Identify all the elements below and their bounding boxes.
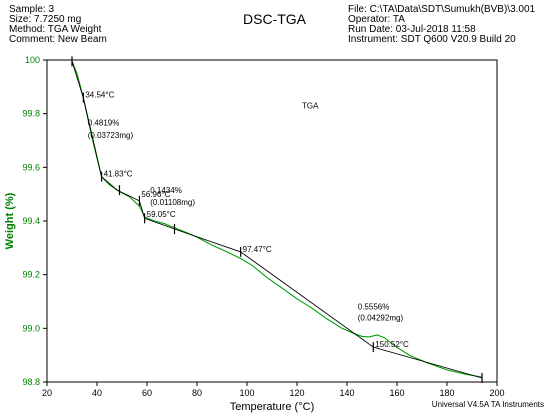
y-tick-label: 99.4	[22, 216, 40, 226]
x-tick-label: 200	[489, 388, 504, 398]
annotation-label: 97.47°C	[243, 245, 272, 254]
annotation-label: (0.03723mg)	[88, 131, 134, 140]
y-tick-label: 100	[25, 55, 40, 65]
annotation-label: (0.04292mg)	[358, 313, 404, 322]
y-tick-label: 98.8	[22, 377, 40, 387]
x-tick-label: 120	[289, 388, 304, 398]
annotation-label: (0.01108mg)	[150, 198, 195, 207]
sample-info: Sample: 3 Size: 7.7250 mg Method: TGA We…	[9, 5, 107, 45]
file-line: File: C:\TA\Data\SDT\Sumukh(BVB)\3.001	[348, 4, 536, 15]
x-tick-label: 80	[192, 388, 202, 398]
annotation-label: 56.96°C	[141, 190, 170, 199]
step-analysis-line	[174, 228, 483, 379]
x-axis-label: Temperature (°C)	[230, 401, 314, 413]
annotation-label: 150.52°C	[375, 340, 409, 349]
tga-curve-line	[71, 61, 483, 378]
x-tick-label: 60	[142, 388, 152, 398]
y-tick-label: 99.2	[22, 270, 40, 280]
annotation-label: 59.05°C	[147, 210, 176, 219]
plot-frame	[46, 59, 498, 383]
y-tick-label: 99.6	[22, 162, 40, 172]
comment-line: Comment: New Beam	[9, 34, 107, 45]
annotation-label: TGA	[302, 101, 319, 110]
chart-title: DSC-TGA	[243, 11, 306, 27]
annotation-label: 41.83°C	[104, 170, 133, 179]
x-tick-label: 160	[389, 388, 404, 398]
x-tick-label: 180	[439, 388, 454, 398]
method-line: Method: TGA Weight	[9, 24, 102, 35]
software-footer: Universal V4.5A TA Instruments	[431, 400, 544, 409]
sample-line: Sample: 3	[9, 4, 55, 15]
x-tick-label: 40	[92, 388, 102, 398]
y-tick-label: 99.0	[22, 323, 40, 333]
instrument-line: Instrument: SDT Q600 V20.9 Build 20	[348, 34, 516, 45]
y-tick-label: 99.8	[22, 109, 40, 119]
x-tick-label: 20	[42, 388, 52, 398]
annotation-label: 0.5556%	[358, 303, 390, 312]
operator-line: Operator: TA	[348, 14, 405, 25]
x-tick-label: 140	[339, 388, 354, 398]
y-axis-label: Weight (%)	[4, 192, 16, 249]
annotation-label: 0.1434%	[150, 186, 182, 195]
run-date-line: Run Date: 03-Jul-2018 11:58	[348, 24, 476, 35]
x-tick-label: 100	[239, 388, 254, 398]
run-info: File: C:\TA\Data\SDT\Sumukh(BVB)\3.001 O…	[348, 5, 535, 45]
annotation-label: 0.4819%	[88, 119, 120, 128]
size-line: Size: 7.7250 mg	[9, 14, 82, 25]
annotation-label: 34.54°C	[85, 91, 114, 100]
